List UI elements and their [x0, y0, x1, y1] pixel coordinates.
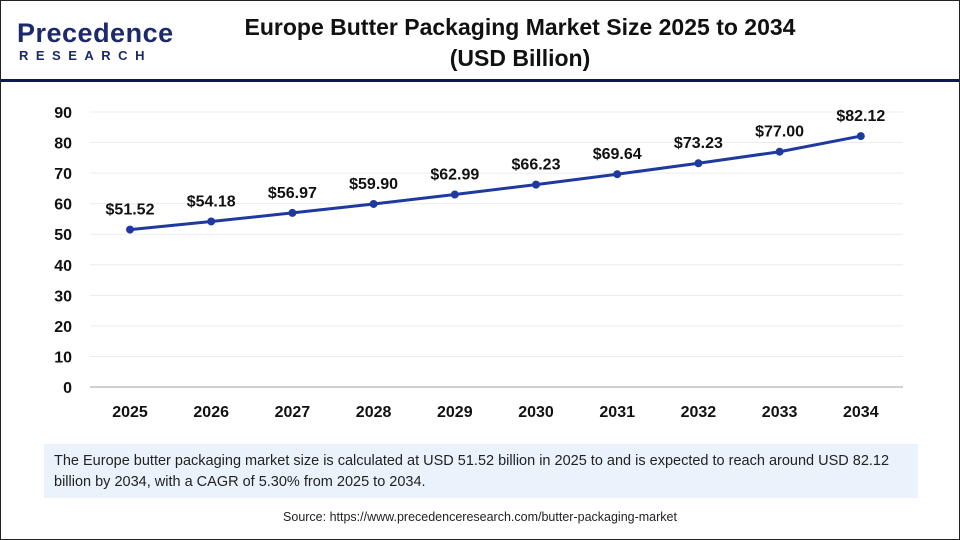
- x-tick-label: 2030: [518, 404, 554, 421]
- data-label: $62.99: [430, 167, 479, 184]
- y-tick-label: 10: [54, 349, 72, 366]
- x-tick-label: 2028: [356, 404, 392, 421]
- data-label: $69.64: [593, 146, 642, 163]
- title-line-1: Europe Butter Packaging Market Size 2025…: [244, 14, 796, 40]
- data-label: $51.52: [106, 202, 155, 219]
- data-label: $59.90: [349, 176, 398, 193]
- title-line-2: (USD Billion): [449, 45, 591, 71]
- data-label: $73.23: [674, 135, 723, 152]
- chart-title: Europe Butter Packaging Market Size 2025…: [200, 12, 840, 74]
- data-point: [207, 217, 216, 226]
- data-point: [369, 199, 378, 208]
- data-point: [775, 147, 784, 156]
- y-tick-label: 0: [63, 380, 72, 397]
- x-tick-label: 2027: [275, 404, 311, 421]
- data-label: $66.23: [512, 157, 561, 174]
- header-divider: [1, 79, 959, 82]
- source-text: Source: https://www.precedenceresearch.c…: [283, 510, 677, 524]
- data-point: [450, 190, 459, 199]
- data-point: [288, 208, 297, 217]
- x-tick-label: 2029: [437, 404, 473, 421]
- series-line: [129, 134, 862, 232]
- x-tick-label: 2026: [193, 404, 229, 421]
- y-tick-label: 20: [54, 319, 72, 336]
- y-tick-label: 30: [54, 288, 72, 305]
- data-point: [856, 132, 865, 141]
- y-tick-label: 50: [54, 227, 72, 244]
- y-tick-label: 90: [54, 105, 72, 122]
- y-tick-label: 60: [54, 197, 72, 214]
- data-label: $77.00: [755, 124, 804, 141]
- data-label: $56.97: [268, 185, 317, 202]
- data-label: $82.12: [836, 108, 885, 125]
- data-label: $54.18: [187, 193, 236, 210]
- x-tick-label: 2031: [599, 404, 635, 421]
- x-tick-label: 2025: [112, 404, 148, 421]
- x-tick-label: 2033: [762, 404, 798, 421]
- data-point: [694, 159, 703, 168]
- data-point: [532, 180, 540, 189]
- logo-text: Precedence: [17, 18, 174, 48]
- x-tick-label: 2034: [843, 404, 879, 421]
- summary-note: The Europe butter packaging market size …: [44, 444, 918, 498]
- y-tick-label: 80: [54, 136, 72, 153]
- x-tick-label: 2032: [681, 404, 717, 421]
- logo: Precedence RESEARCH: [17, 18, 174, 64]
- logo-subtext: RESEARCH: [19, 48, 152, 63]
- y-tick-label: 40: [54, 258, 72, 275]
- y-tick-label: 70: [54, 166, 72, 183]
- data-point: [126, 225, 134, 234]
- data-point: [613, 170, 622, 179]
